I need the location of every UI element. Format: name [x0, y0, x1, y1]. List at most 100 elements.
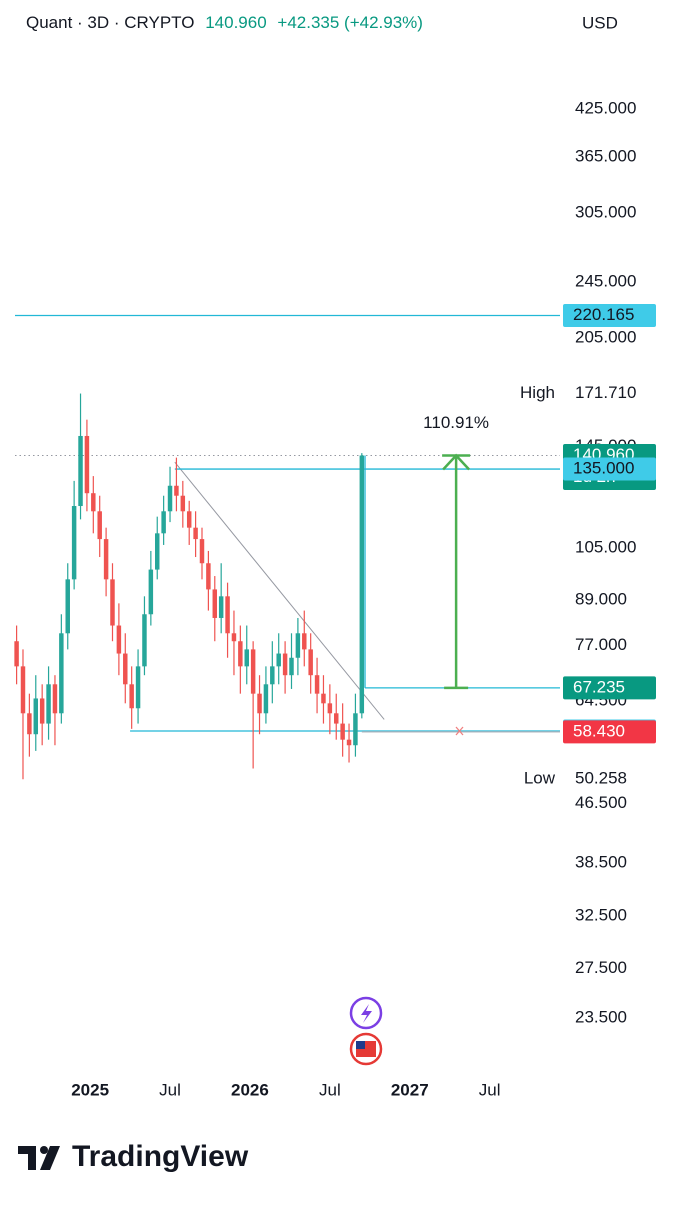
brand-logo: TradingView	[18, 1140, 249, 1173]
plot-area: 425.000365.000305.000245.000205.000145.0…	[14, 99, 656, 1099]
price-badge-label: 220.165	[573, 305, 634, 324]
x-tick-label: Jul	[479, 1080, 501, 1099]
cross-line	[455, 726, 464, 736]
price-badge-label: 135.000	[573, 459, 634, 478]
candle-body	[218, 596, 224, 618]
y-tick-label: 32.500	[575, 906, 627, 925]
brand-name: TradingView	[72, 1140, 249, 1173]
candle-body	[244, 649, 249, 667]
price-badge	[563, 676, 656, 700]
candle-body	[65, 579, 70, 634]
high-marker-text: High	[520, 383, 555, 402]
candle-body	[282, 653, 288, 676]
candle-body	[148, 569, 154, 615]
y-tick-label: 105.000	[575, 537, 636, 556]
candle-body	[129, 684, 134, 709]
candle-body	[321, 693, 326, 704]
x-tick-label: Jul	[319, 1080, 341, 1099]
last-price: 140.960	[205, 13, 266, 32]
x-mark	[455, 726, 464, 736]
candle-body	[27, 713, 32, 735]
low-marker-text: Low	[524, 769, 556, 788]
lightning-icon	[361, 1004, 372, 1023]
candle-body	[270, 666, 275, 685]
candle-body	[295, 633, 301, 658]
y-tick-label: 205.000	[575, 327, 636, 346]
candle-body	[103, 539, 109, 580]
candle-body	[238, 641, 243, 667]
candle-body	[59, 633, 64, 714]
x-tick-label: 2027	[391, 1080, 429, 1099]
y-tick-label: 46.500	[575, 793, 627, 812]
candle-body	[327, 703, 333, 714]
x-tick-label: 2025	[71, 1080, 109, 1099]
candle-body	[14, 641, 19, 667]
high-marker-value: 171.710	[575, 383, 636, 402]
price-badge-label: 67.235	[573, 677, 625, 696]
logo-mark	[40, 1146, 60, 1170]
candle-body	[186, 511, 192, 528]
candle-body	[250, 649, 256, 694]
symbol-header: Quant · 3D · CRYPTO 140.960 +42.335 (+42…	[26, 13, 423, 32]
measure-label: 110.91%	[423, 413, 489, 432]
candle-body	[135, 666, 141, 709]
y-tick-label: 38.500	[575, 852, 627, 871]
logo-dot	[40, 1146, 48, 1154]
candle-body	[46, 684, 51, 724]
y-tick-label: 365.000	[575, 146, 636, 165]
candle-body	[302, 633, 307, 650]
candle-body	[110, 579, 115, 626]
candle-body	[308, 649, 313, 676]
price-badge-label: 58.430	[573, 721, 625, 740]
y-tick-label: 305.000	[575, 203, 636, 222]
candle-body	[71, 506, 77, 580]
candle-body	[39, 698, 45, 724]
logo-mark	[18, 1146, 36, 1170]
candle-body	[116, 625, 122, 654]
candle-body	[161, 511, 166, 534]
candle-body	[174, 485, 179, 496]
candle-body	[276, 653, 281, 667]
candle-body	[167, 485, 173, 512]
y-tick-label: 23.500	[575, 1007, 627, 1026]
x-tick-label: 2026	[231, 1080, 269, 1099]
flag-canton	[356, 1041, 365, 1049]
candle-body	[206, 563, 211, 590]
candle-body	[231, 633, 237, 642]
measure-arrowhead	[442, 453, 471, 471]
candle-body	[20, 666, 26, 714]
candle-body	[84, 435, 90, 494]
candle-body	[225, 596, 230, 634]
candle-body	[359, 455, 365, 714]
y-tick-label: 77.000	[575, 635, 627, 654]
y-tick-label: 245.000	[575, 271, 636, 290]
candle-body	[97, 511, 102, 540]
x-tick-label: Jul	[159, 1080, 181, 1099]
price-change: +42.335 (+42.93%)	[277, 13, 423, 32]
candle-body	[193, 527, 198, 540]
candle-body	[353, 713, 358, 746]
symbol: Quant · 3D · CRYPTO	[26, 13, 194, 32]
candle-body	[346, 739, 352, 746]
event-icons[interactable]	[349, 996, 383, 1066]
price-badge	[563, 457, 656, 481]
candle-body	[78, 435, 83, 507]
candle-body	[52, 684, 58, 714]
candle-body	[212, 589, 218, 618]
candle-body	[334, 713, 339, 724]
candle-body	[91, 493, 96, 512]
candle-body	[263, 684, 269, 714]
candle-body	[33, 698, 39, 735]
candle-body	[257, 693, 262, 714]
candle-body	[289, 657, 294, 676]
candle-body	[340, 723, 345, 740]
price-badge	[563, 720, 656, 744]
price-badge	[563, 304, 656, 328]
currency[interactable]: USD	[582, 13, 618, 32]
y-tick-label: 89.000	[575, 589, 627, 608]
trendline	[174, 461, 385, 720]
candle-body	[314, 675, 320, 694]
y-tick-label: 27.500	[575, 958, 627, 977]
low-marker-value: 50.258	[575, 769, 627, 788]
